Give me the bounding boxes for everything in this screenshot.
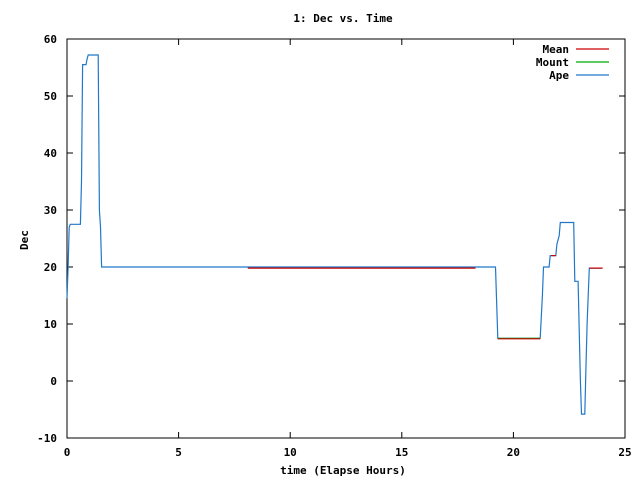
y-tick-label-0: -10 [37, 432, 57, 445]
x-tick-label-2: 10 [284, 446, 297, 459]
x-tick-label-5: 25 [618, 446, 631, 459]
x-tick-label-3: 15 [395, 446, 408, 459]
y-tick-label-2: 10 [44, 318, 57, 331]
axis-ticks: 0 5 10 15 20 25 -10 0 10 20 30 40 50 60 [37, 33, 632, 459]
x-tick-label-1: 5 [175, 446, 182, 459]
legend-label-mean: Mean [543, 43, 570, 56]
y-tick-label-1: 0 [50, 375, 57, 388]
y-tick-label-4: 30 [44, 204, 57, 217]
plot-frame [66, 38, 626, 439]
legend-label-mount: Mount [536, 56, 569, 69]
series-lines [66, 54, 603, 415]
series-ape-line-0 [66, 54, 602, 415]
x-tick-label-4: 20 [507, 446, 520, 459]
y-tick-label-6: 50 [44, 90, 57, 103]
y-axis-label: Dec [18, 230, 31, 250]
y-tick-label-7: 60 [44, 33, 57, 46]
chart-title: 1: Dec vs. Time [293, 12, 393, 25]
x-axis-label: time (Elapse Hours) [280, 464, 406, 477]
y-tick-label-3: 20 [44, 261, 57, 274]
legend-label-ape: Ape [549, 69, 569, 82]
x-tick-label-0: 0 [64, 446, 71, 459]
y-tick-label-5: 40 [44, 147, 57, 160]
